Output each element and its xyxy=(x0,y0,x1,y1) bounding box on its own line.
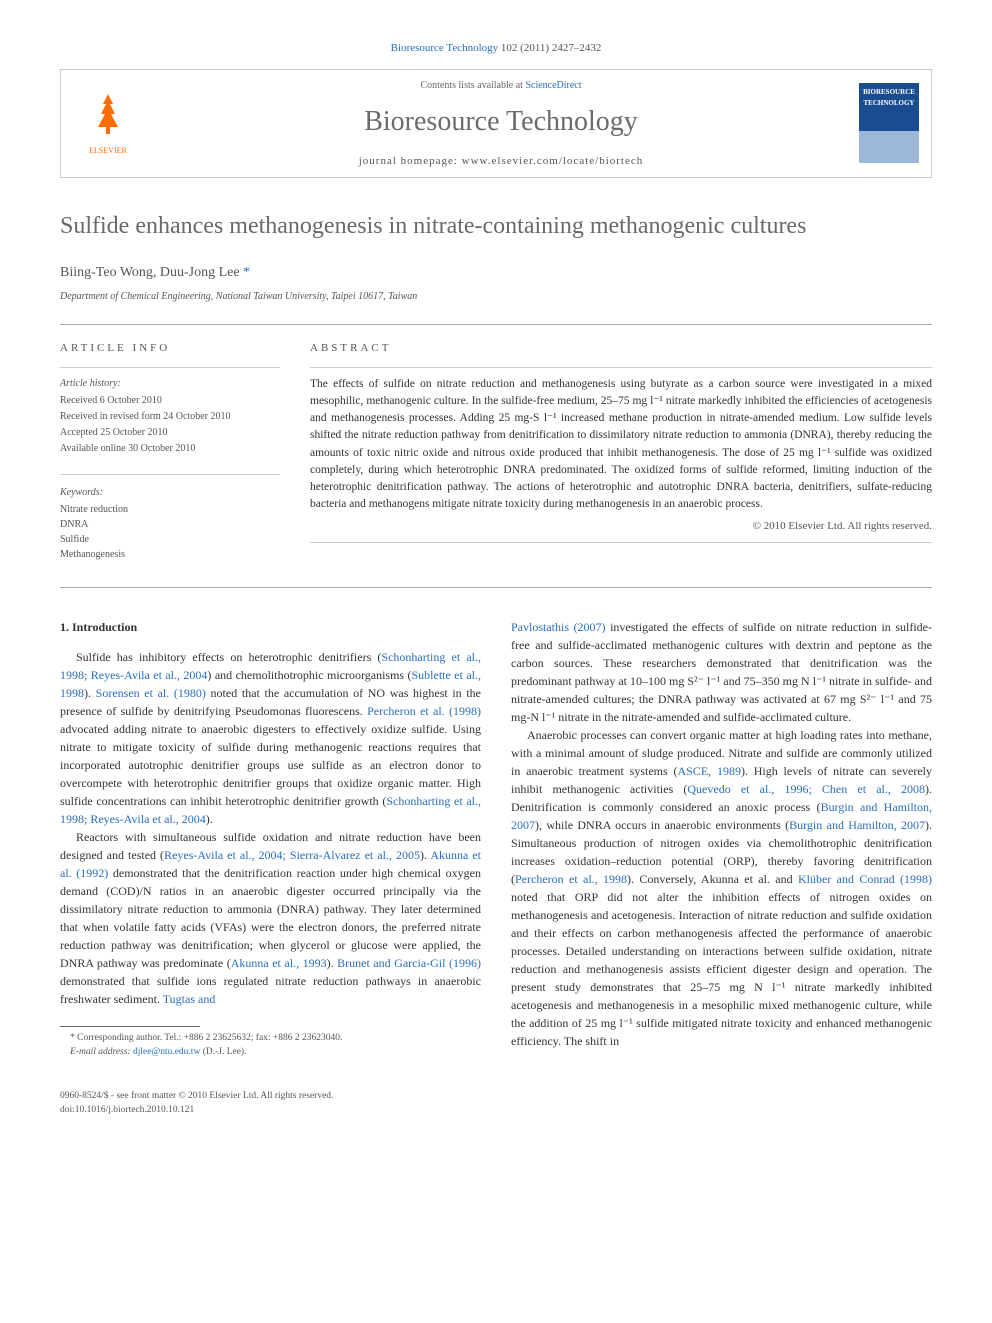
authors: Biing-Teo Wong, Duu-Jong Lee * xyxy=(60,262,932,283)
body-paragraph: Sulfide has inhibitory effects on hetero… xyxy=(60,648,481,828)
journal-cover-thumbnail: BIORESOURCE TECHNOLOGY xyxy=(859,83,919,163)
right-column: Pavlostathis (2007) investigated the eff… xyxy=(511,618,932,1060)
cover-title: BIORESOURCE TECHNOLOGY xyxy=(863,87,915,108)
citation-link[interactable]: Reyes-Avila et al., 2004; Sierra-Alvarez… xyxy=(164,848,420,862)
footer: 0960-8524/$ - see front matter © 2010 El… xyxy=(60,1089,932,1118)
history-accepted: Accepted 25 October 2010 xyxy=(60,425,280,440)
keywords-block: Keywords: Nitrate reduction DNRA Sulfide… xyxy=(60,474,280,562)
citation-link[interactable]: Percheron et al. (1998) xyxy=(367,704,481,718)
keyword: Methanogenesis xyxy=(60,547,280,562)
citation-link[interactable]: Percheron et al., 1998 xyxy=(515,872,627,886)
article-info: ARTICLE INFO Article history: Received 6… xyxy=(60,340,280,562)
article-info-heading: ARTICLE INFO xyxy=(60,340,280,357)
body-paragraph: Anaerobic processes can convert organic … xyxy=(511,726,932,1050)
issn-line: 0960-8524/$ - see front matter © 2010 El… xyxy=(60,1089,932,1103)
citation-header: Bioresource Technology 102 (2011) 2427–2… xyxy=(60,40,932,57)
divider xyxy=(60,324,932,325)
section-heading: 1. Introduction xyxy=(60,618,481,636)
footnote-divider xyxy=(60,1026,200,1027)
keyword: Sulfide xyxy=(60,532,280,547)
citation-journal-link[interactable]: Bioresource Technology xyxy=(391,42,498,54)
citation-link[interactable]: Brunet and Garcia-Gil (1996) xyxy=(337,956,481,970)
abstract-heading: ABSTRACT xyxy=(310,340,932,357)
sciencedirect-link[interactable]: ScienceDirect xyxy=(525,80,581,91)
citation-link[interactable]: Tugtas and xyxy=(163,992,216,1006)
article-title: Sulfide enhances methanogenesis in nitra… xyxy=(60,208,932,244)
citation-link[interactable]: Sorensen et al. (1980) xyxy=(96,686,206,700)
body-paragraph: Reactors with simultaneous sulfide oxida… xyxy=(60,828,481,1008)
homepage-line: journal homepage: www.elsevier.com/locat… xyxy=(143,153,859,170)
elsevier-tree-icon xyxy=(83,89,133,145)
corresponding-footnote: * Corresponding author. Tel.: +886 2 236… xyxy=(60,1031,481,1045)
keywords-label: Keywords: xyxy=(60,485,280,500)
citation-link[interactable]: Burgin and Hamilton, 2007 xyxy=(789,818,925,832)
history-revised: Received in revised form 24 October 2010 xyxy=(60,409,280,424)
abstract-column: ABSTRACT The effects of sulfide on nitra… xyxy=(310,340,932,562)
abstract-text: The effects of sulfide on nitrate reduct… xyxy=(310,376,932,514)
body-columns: 1. Introduction Sulfide has inhibitory e… xyxy=(60,618,932,1060)
left-column: 1. Introduction Sulfide has inhibitory e… xyxy=(60,618,481,1060)
abstract-copyright: © 2010 Elsevier Ltd. All rights reserved… xyxy=(310,518,932,535)
history-label: Article history: xyxy=(60,376,280,391)
email-link[interactable]: djlee@ntu.edu.tw xyxy=(133,1047,200,1057)
divider xyxy=(60,587,932,588)
citation-link[interactable]: Pavlostathis (2007) xyxy=(511,620,606,634)
history-received: Received 6 October 2010 xyxy=(60,393,280,408)
keyword: DNRA xyxy=(60,517,280,532)
keyword: Nitrate reduction xyxy=(60,502,280,517)
journal-name: Bioresource Technology xyxy=(143,101,859,143)
citation-link[interactable]: Quevedo et al., 1996; Chen et al., 2008 xyxy=(687,782,925,796)
homepage-url: www.elsevier.com/locate/biortech xyxy=(462,155,644,167)
elsevier-logo: ELSEVIER xyxy=(73,83,143,163)
citation-link[interactable]: Akunna et al., 1993 xyxy=(231,956,327,970)
journal-center: Contents lists available at ScienceDirec… xyxy=(143,78,859,170)
corresponding-marker[interactable]: * xyxy=(243,265,250,280)
citation-volume: 102 (2011) 2427–2432 xyxy=(501,42,601,54)
info-abstract-row: ARTICLE INFO Article history: Received 6… xyxy=(60,340,932,562)
journal-masthead: ELSEVIER Contents lists available at Sci… xyxy=(60,69,932,179)
elsevier-name: ELSEVIER xyxy=(89,145,127,157)
citation-link[interactable]: Klüber and Conrad (1998) xyxy=(798,872,932,886)
citation-link[interactable]: ASCE, 1989 xyxy=(677,764,740,778)
email-footnote: E-mail address: djlee@ntu.edu.tw (D.-J. … xyxy=(60,1045,481,1059)
doi-line: doi:10.1016/j.biortech.2010.10.121 xyxy=(60,1103,932,1117)
affiliation: Department of Chemical Engineering, Nati… xyxy=(60,289,932,304)
contents-line: Contents lists available at ScienceDirec… xyxy=(143,78,859,93)
body-paragraph: Pavlostathis (2007) investigated the eff… xyxy=(511,618,932,726)
history-online: Available online 30 October 2010 xyxy=(60,441,280,456)
